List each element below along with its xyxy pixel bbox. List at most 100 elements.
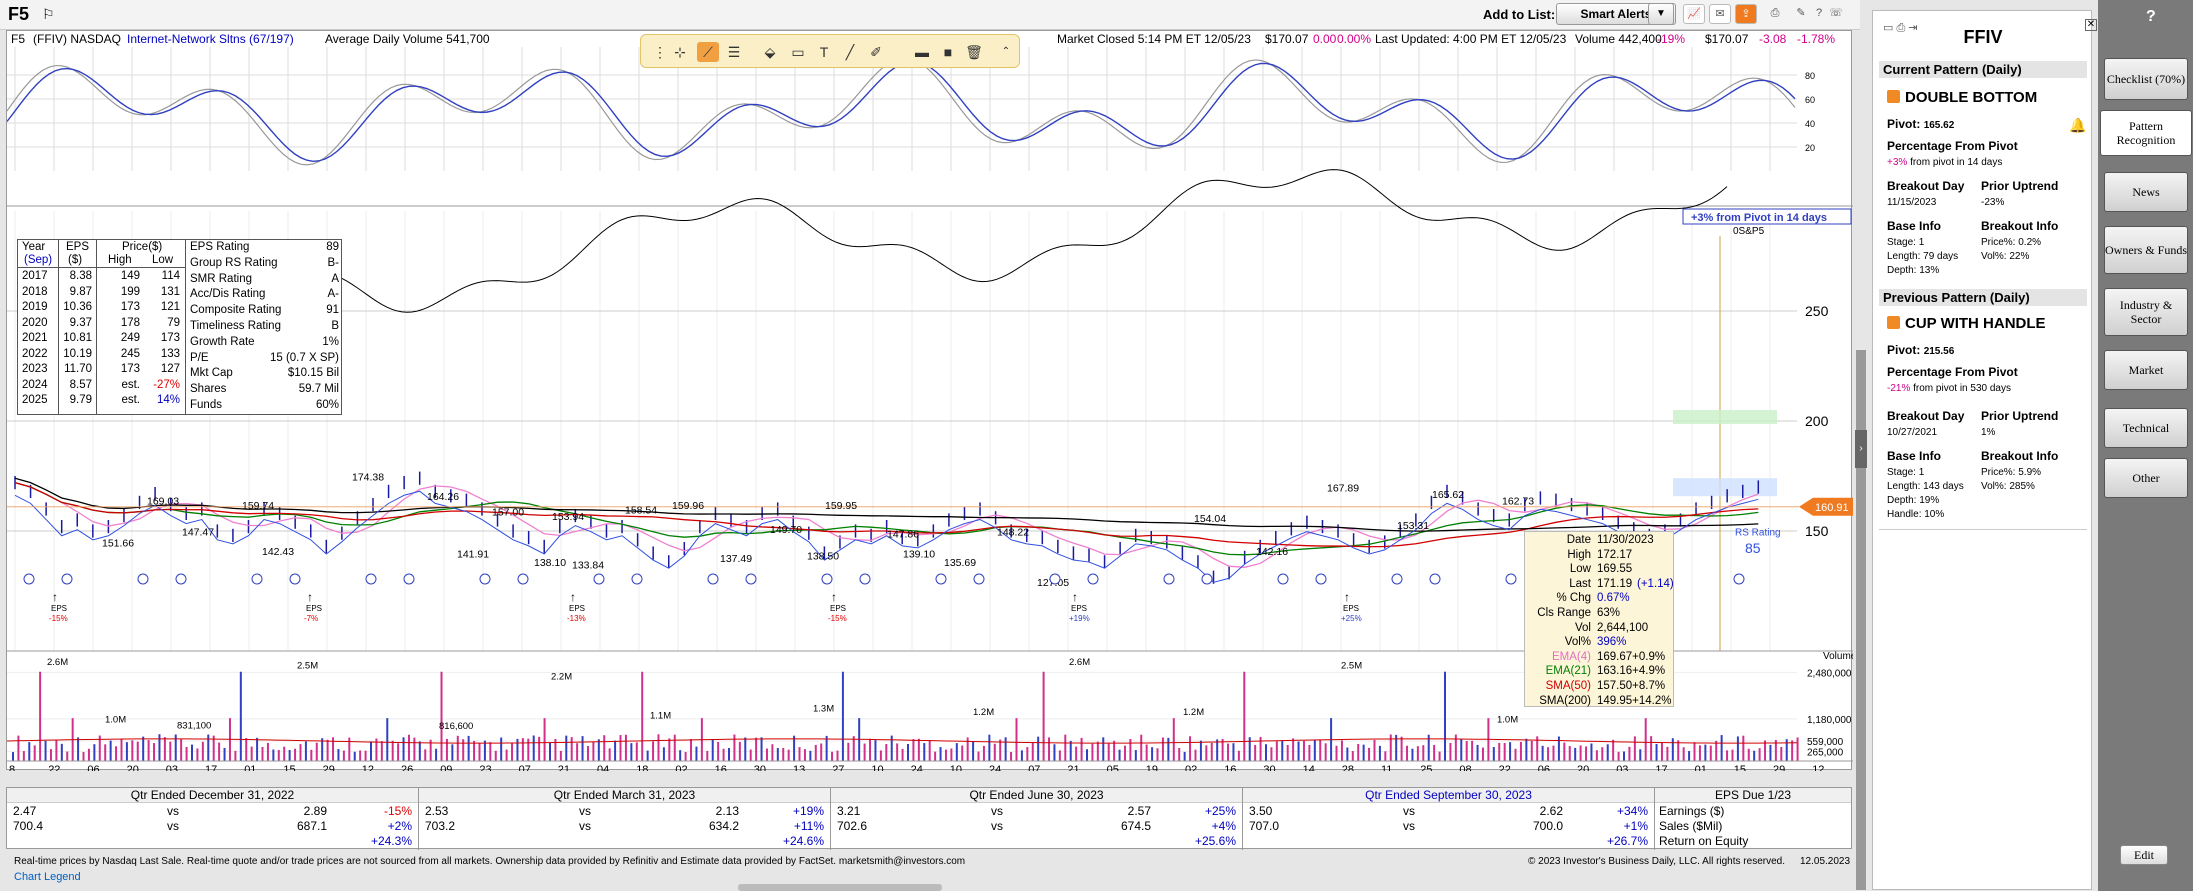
hover-value: 169.67+0.9% — [1597, 650, 1666, 663]
previous-pattern-name[interactable]: CUP WITH HANDLE — [1887, 315, 2087, 335]
help-icon[interactable]: ? — [2146, 8, 2156, 25]
price-high: est. — [121, 394, 140, 406]
share-icon[interactable]: ⇪ — [1735, 4, 1757, 24]
tab-market[interactable]: Market — [2104, 350, 2188, 390]
eps-year: 2017 — [22, 270, 48, 282]
q-eps-prior: 2.57 — [1127, 804, 1151, 818]
hover-row: High 172.17 — [1525, 549, 1673, 563]
panel-title: FFIV — [1963, 27, 2003, 47]
fill-icon[interactable]: ⬙ — [764, 44, 776, 60]
edit-button[interactable]: Edit — [2120, 845, 2168, 865]
line-icon[interactable]: ╱ — [845, 44, 855, 60]
hover-value: 0.67% — [1597, 592, 1630, 605]
tab-pattern-recognition[interactable]: Pattern Recognition — [2100, 110, 2192, 156]
trendline-icon[interactable]: ⟋ — [697, 42, 719, 62]
eps-marker-label: EPS — [569, 604, 585, 613]
highlighter-icon[interactable]: ✐ — [870, 44, 882, 60]
eps-year: 2022 — [22, 347, 48, 360]
tab-industry-sector[interactable]: Industry & Sector — [2104, 288, 2188, 336]
tab-technical[interactable]: Technical — [2104, 408, 2188, 448]
stochastic-slow-line — [7, 57, 1796, 166]
panel-tools-icon[interactable]: ▭ ⎙ ⇥ — [1883, 22, 1918, 34]
mail-icon[interactable]: ✉ — [1709, 4, 1731, 24]
tools-icon[interactable]: ✎ — [1796, 7, 1806, 19]
list-icon[interactable]: ☰ — [727, 44, 741, 60]
rating-label: Mkt Cap — [190, 367, 233, 380]
current-breakout-day: 11/15/2023 — [1887, 197, 1937, 208]
price-label: 141.91 — [457, 548, 489, 560]
chart-area[interactable]: F5 (FFIV) NASDAQ Internet-Network Sltns … — [6, 30, 1853, 771]
hover-value: 63% — [1597, 607, 1621, 619]
price-label: 154.04 — [1194, 513, 1226, 525]
tab-owners-funds[interactable]: Owners & Funds — [2104, 226, 2188, 274]
hover-value: 149.95+14.2% — [1597, 694, 1672, 707]
hover-value: 169.55 — [1597, 563, 1633, 576]
crosshair-icon[interactable]: ⊹ — [674, 44, 686, 60]
horizontal-scrollbar[interactable] — [738, 884, 942, 891]
chart-icon[interactable]: 📈 — [1683, 4, 1705, 24]
current-uptrend-label: Prior Uptrend — [1981, 179, 2059, 193]
day-tick: 03 — [166, 764, 178, 771]
volume-label: 1.3M — [813, 704, 834, 715]
tab-news[interactable]: News — [2104, 172, 2188, 212]
sp500-label: 0S&P5 — [1733, 226, 1765, 237]
eps-arrow-icon: ↑ — [52, 590, 58, 604]
text-icon[interactable]: T — [819, 44, 829, 60]
previous-pct: -21% from pivot in 530 days — [1887, 383, 2011, 394]
hover-label: Date — [1566, 534, 1591, 546]
price-high: 149 — [120, 270, 140, 282]
help-icon[interactable]: ? — [1815, 7, 1823, 19]
price-tick: 150 — [1805, 523, 1829, 539]
day-tick: 16 — [715, 764, 727, 771]
eps-year: 2021 — [22, 332, 48, 344]
color-swatch-icon[interactable]: ■ — [943, 44, 953, 60]
volume-label: 831,100 — [177, 720, 211, 731]
price-label: 137.49 — [720, 553, 752, 565]
collapse-icon[interactable]: ⌃ — [1001, 46, 1011, 57]
chevron-down-icon[interactable]: ▼ — [1648, 3, 1674, 25]
eps-row: 2023 11.70 173 127 — [18, 363, 185, 377]
current-pattern-header: Current Pattern (Daily) — [1879, 61, 2087, 78]
volume-axis-label: Volume — [1823, 651, 1853, 662]
pivot-zone — [1673, 478, 1777, 497]
eps-arrow-icon: ↑ — [570, 590, 576, 604]
line-weight-icon[interactable]: ▬ — [915, 44, 929, 60]
eps-value: 10.36 — [63, 301, 92, 313]
drag-handle-icon[interactable]: ⋮ — [653, 44, 667, 60]
day-tick: 15 — [283, 764, 295, 771]
quarter-title: Qtr Ended December 31, 2022 — [7, 788, 418, 803]
smart-alerts-button[interactable]: Smart Alerts — [1556, 3, 1676, 25]
bell-icon[interactable]: 🔔 — [2069, 117, 2087, 133]
day-tick: 07 — [519, 764, 531, 771]
stochastic-panel: 80 60 40 20 — [7, 47, 1853, 207]
volume-label: 1.0M — [1497, 714, 1518, 725]
trash-icon[interactable]: 🗑 — [965, 44, 983, 60]
tab-other[interactable]: Other — [2104, 458, 2188, 498]
volume-label: 2.6M — [47, 657, 68, 668]
rating-value: 89 — [326, 241, 339, 253]
event-marker — [1087, 573, 1099, 585]
hover-row: Last 171.19 (+1.14) — [1525, 577, 1674, 592]
hover-value: 171.19 — [1597, 577, 1633, 590]
q-eps-current: 2.47 — [13, 804, 37, 818]
day-tick: 01 — [1695, 764, 1707, 771]
q-roe: +26.7% — [1606, 834, 1648, 848]
info-industry[interactable]: Internet-Network Sltns (67/197) — [127, 32, 294, 46]
panel-toggle-icon[interactable]: › — [1855, 430, 1867, 468]
print-icon[interactable]: ⎙ — [1770, 7, 1780, 19]
tab-checklist[interactable]: Checklist (70%) — [2104, 58, 2188, 100]
rectangle-icon[interactable]: ▭ — [791, 44, 805, 60]
current-pattern-name[interactable]: DOUBLE BOTTOM — [1887, 89, 2087, 109]
day-tick: 02 — [1185, 764, 1197, 771]
eps-marker-change: +19% — [1069, 614, 1090, 623]
chart-legend-link[interactable]: Chart Legend — [14, 871, 81, 883]
price-high: 173 — [120, 363, 140, 375]
close-icon[interactable]: ✕ — [2085, 19, 2097, 31]
day-tick: 10 — [871, 764, 883, 771]
flag-icon[interactable]: ⚐ — [42, 6, 55, 22]
phone-icon[interactable]: ☏ — [1829, 7, 1843, 19]
q-sales-prior: 674.5 — [1120, 819, 1151, 833]
footer-date: 12.05.2023 — [1800, 856, 1851, 867]
hover-row: EMA(21) 163.16+4.9% — [1525, 665, 1673, 679]
hdr-low: Low — [152, 254, 174, 266]
